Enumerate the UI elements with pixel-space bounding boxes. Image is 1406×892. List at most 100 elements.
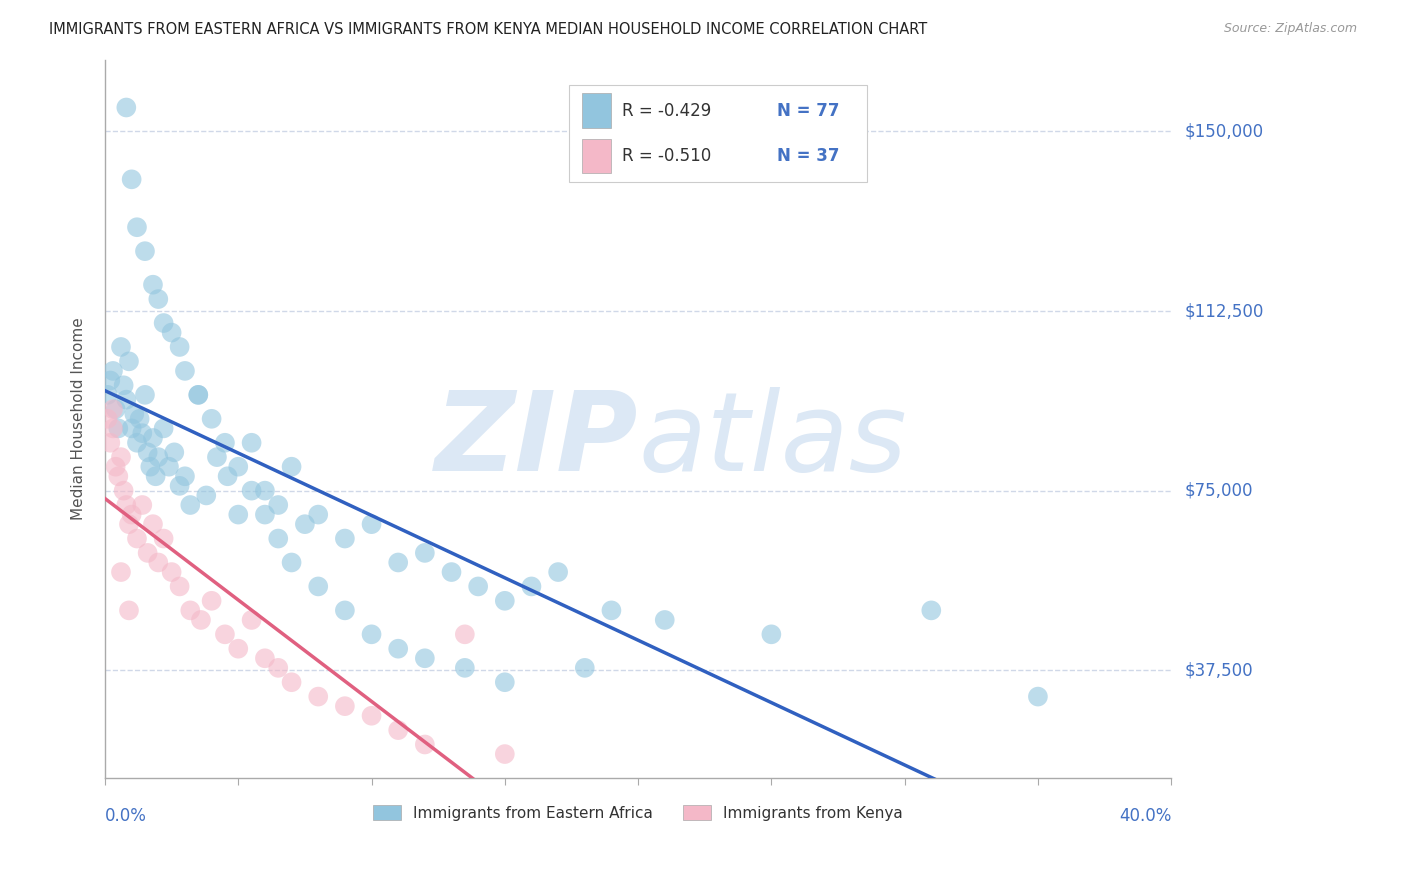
Point [142,277,165,292]
Point [280,675,302,690]
Text: 0.0%: 0.0% [105,806,146,825]
Point [454,661,477,675]
Point [148,556,170,570]
Point [190,613,212,627]
Point [148,292,170,306]
Point [179,603,201,617]
Point [387,556,409,570]
Point [148,450,170,464]
Point [217,469,239,483]
Point [134,388,156,402]
Point [136,445,159,459]
Text: atlas: atlas [638,387,907,494]
Point [115,498,138,512]
Point [104,402,127,417]
Point [494,675,516,690]
Point [169,340,191,354]
Point [112,378,135,392]
Point [118,603,141,617]
Point [98,435,121,450]
Point [121,421,143,435]
Point [240,435,263,450]
Point [174,364,197,378]
Point [125,220,148,235]
Point [107,469,129,483]
Point [413,651,436,665]
Point [240,613,263,627]
Point [205,450,228,464]
Point [118,354,141,368]
Point [920,603,942,617]
Point [547,565,569,579]
Point [169,479,191,493]
Point [253,508,276,522]
Point [97,412,120,426]
Point [169,579,191,593]
Point [253,651,276,665]
Point [160,326,183,340]
Text: $37,500: $37,500 [1185,661,1254,679]
Point [145,469,167,483]
Point [600,603,623,617]
Point [360,627,382,641]
Point [654,613,676,627]
Point [110,450,132,464]
Point [101,364,124,378]
Point [494,594,516,608]
Point [152,421,174,435]
Point [131,426,153,441]
Text: N = 77: N = 77 [776,102,839,120]
Point [195,488,218,502]
Point [1026,690,1049,704]
Point [101,421,124,435]
Point [413,738,436,752]
Point [387,641,409,656]
Point [98,374,121,388]
Point [307,508,329,522]
Bar [569,85,868,182]
Point [761,627,783,641]
Point [440,565,463,579]
Text: Source: ZipAtlas.com: Source: ZipAtlas.com [1223,22,1357,36]
Point [214,627,236,641]
Point [136,546,159,560]
Point [520,579,543,593]
Point [253,483,276,498]
Point [160,565,183,579]
Point [387,723,409,738]
Point [131,498,153,512]
Point [333,699,356,714]
Point [115,392,138,407]
Point [494,747,516,761]
Point [101,402,124,417]
Point [280,459,302,474]
Point [214,435,236,450]
Point [174,469,197,483]
Point [333,603,356,617]
Bar [582,138,612,173]
Point [467,579,489,593]
Text: R = -0.510: R = -0.510 [621,147,711,165]
Text: IMMIGRANTS FROM EASTERN AFRICA VS IMMIGRANTS FROM KENYA MEDIAN HOUSEHOLD INCOME : IMMIGRANTS FROM EASTERN AFRICA VS IMMIGR… [49,22,928,37]
Point [187,388,209,402]
Point [163,445,186,459]
Point [574,661,596,675]
Point [413,546,436,560]
Point [307,579,329,593]
Point [179,498,201,512]
Point [115,101,138,115]
Point [454,627,477,641]
Point [360,708,382,723]
Point [226,641,249,656]
Point [110,565,132,579]
Point [201,412,224,426]
Point [307,690,329,704]
Point [121,508,143,522]
Text: $75,000: $75,000 [1185,482,1254,500]
Text: 40.0%: 40.0% [1119,806,1171,825]
Text: R = -0.429: R = -0.429 [621,102,711,120]
Point [97,388,120,402]
Point [157,459,180,474]
Point [125,532,148,546]
Point [118,517,141,532]
